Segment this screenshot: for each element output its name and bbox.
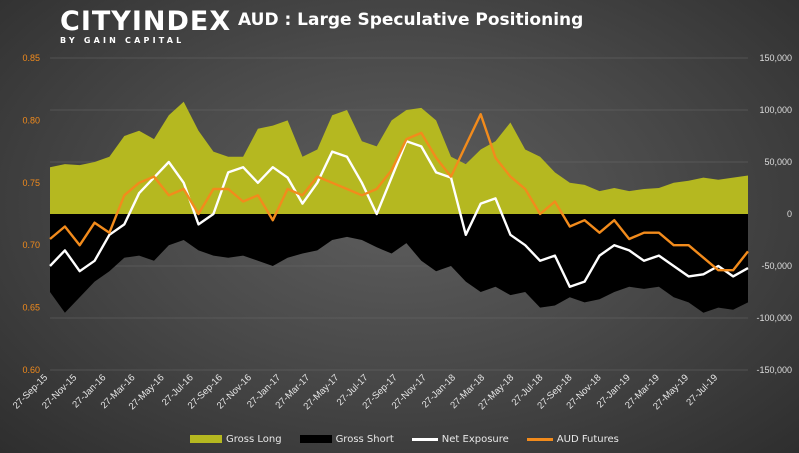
series-line-aud-futures xyxy=(49,113,749,272)
right-axis-tick-label: -50,000 xyxy=(761,261,792,271)
legend-item-gross-short: Gross Short xyxy=(299,433,394,445)
left-axis-tick-label: 0.60 xyxy=(22,365,40,375)
legend-label-net-exposure: Net Exposure xyxy=(441,433,509,445)
left-axis-tick-label: 0.70 xyxy=(22,240,40,250)
chart-title: AUD : Large Speculative Positioning xyxy=(238,10,584,30)
legend-label-aud-futures: AUD Futures xyxy=(556,433,619,445)
left-axis-tick-label: 0.75 xyxy=(22,178,40,188)
legend-swatch-gross-long xyxy=(190,435,222,443)
left-axis-tick-label: 0.85 xyxy=(22,53,40,63)
right-axis-tick-label: -150,000 xyxy=(756,365,792,375)
right-axis-tick-label: -100,000 xyxy=(756,313,792,323)
legend-label-gross-short: Gross Short xyxy=(335,433,394,445)
chart-legend: Gross Long Gross Short Net Exposure AUD … xyxy=(190,432,619,446)
x-axis-tick-label: 27-Jul-19 xyxy=(684,372,720,408)
right-axis-tick-label: 50,000 xyxy=(764,157,792,167)
legend-item-gross-long: Gross Long xyxy=(190,434,282,445)
left-axis-tick-label: 0.65 xyxy=(22,303,40,313)
right-axis-tick-label: 0 xyxy=(787,209,792,219)
legend-swatch-gross-short xyxy=(299,435,332,443)
series-area-gross-short xyxy=(50,214,748,313)
legend-swatch-aud-futures xyxy=(526,437,553,441)
series-line-net-exposure xyxy=(49,140,749,288)
brand-logo: CITYINDEX BY GAIN CAPITAL xyxy=(60,6,232,46)
brand-tagline: BY GAIN CAPITAL xyxy=(60,36,185,45)
brand-name: CITYINDEX xyxy=(60,6,232,37)
legend-label-gross-long: Gross Long xyxy=(226,433,282,445)
legend-item-aud-futures: AUD Futures xyxy=(526,433,619,445)
right-axis-tick-label: 100,000 xyxy=(759,105,792,115)
legend-swatch-net-exposure xyxy=(411,437,438,441)
legend-item-net-exposure: Net Exposure xyxy=(411,433,509,445)
right-axis-tick-label: 150,000 xyxy=(759,53,792,63)
left-axis-tick-label: 0.80 xyxy=(22,115,40,125)
